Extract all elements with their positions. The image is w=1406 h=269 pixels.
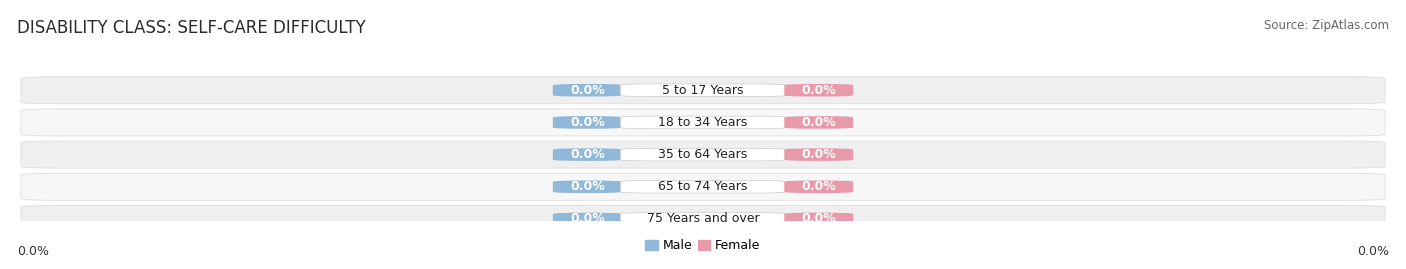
Text: 0.0%: 0.0% (1357, 245, 1389, 258)
FancyBboxPatch shape (785, 116, 853, 129)
FancyBboxPatch shape (553, 84, 621, 97)
Text: 0.0%: 0.0% (569, 84, 605, 97)
FancyBboxPatch shape (21, 109, 1385, 136)
Text: 0.0%: 0.0% (569, 148, 605, 161)
FancyBboxPatch shape (21, 206, 1385, 232)
Text: 0.0%: 0.0% (569, 116, 605, 129)
FancyBboxPatch shape (21, 141, 1385, 168)
Text: Source: ZipAtlas.com: Source: ZipAtlas.com (1264, 19, 1389, 32)
Text: 65 to 74 Years: 65 to 74 Years (658, 180, 748, 193)
FancyBboxPatch shape (553, 213, 621, 225)
Text: 0.0%: 0.0% (569, 213, 605, 225)
Text: 75 Years and over: 75 Years and over (647, 213, 759, 225)
Text: 0.0%: 0.0% (17, 245, 49, 258)
FancyBboxPatch shape (620, 148, 786, 161)
Text: 18 to 34 Years: 18 to 34 Years (658, 116, 748, 129)
FancyBboxPatch shape (553, 148, 621, 161)
Text: 0.0%: 0.0% (801, 180, 837, 193)
FancyBboxPatch shape (620, 84, 786, 97)
Text: 0.0%: 0.0% (801, 84, 837, 97)
FancyBboxPatch shape (620, 180, 786, 193)
Text: 0.0%: 0.0% (569, 180, 605, 193)
FancyBboxPatch shape (553, 180, 621, 193)
FancyBboxPatch shape (21, 77, 1385, 104)
FancyBboxPatch shape (553, 116, 621, 129)
FancyBboxPatch shape (620, 116, 786, 129)
Text: 35 to 64 Years: 35 to 64 Years (658, 148, 748, 161)
Text: DISABILITY CLASS: SELF-CARE DIFFICULTY: DISABILITY CLASS: SELF-CARE DIFFICULTY (17, 19, 366, 37)
FancyBboxPatch shape (785, 148, 853, 161)
Text: 0.0%: 0.0% (801, 213, 837, 225)
FancyBboxPatch shape (21, 173, 1385, 200)
FancyBboxPatch shape (785, 84, 853, 97)
Text: 0.0%: 0.0% (801, 116, 837, 129)
Legend: Male, Female: Male, Female (645, 239, 761, 252)
FancyBboxPatch shape (620, 213, 786, 225)
Text: 0.0%: 0.0% (801, 148, 837, 161)
FancyBboxPatch shape (785, 213, 853, 225)
Text: 5 to 17 Years: 5 to 17 Years (662, 84, 744, 97)
FancyBboxPatch shape (785, 180, 853, 193)
